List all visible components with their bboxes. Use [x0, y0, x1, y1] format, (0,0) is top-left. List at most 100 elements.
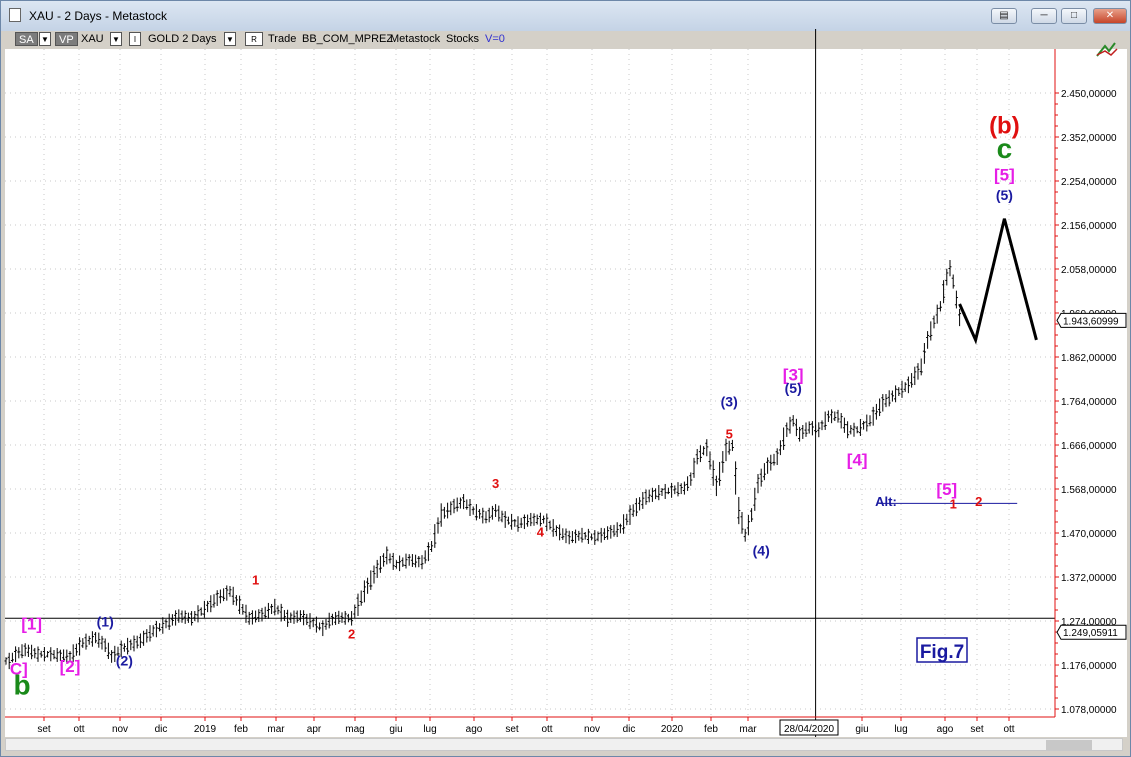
- close-button[interactable]: ✕: [1093, 8, 1127, 24]
- price-bar: [641, 491, 645, 509]
- price-bar: [302, 610, 306, 626]
- price-bar: [298, 610, 302, 622]
- symbol-dropdown-icon[interactable]: ▼: [110, 32, 122, 46]
- v-label: V=0: [485, 33, 505, 45]
- price-bar: [734, 461, 738, 495]
- price-bar: [842, 417, 846, 433]
- wave-label: (5): [785, 380, 802, 396]
- x-tick-label: giu: [389, 724, 402, 735]
- title-bar[interactable]: XAU - 2 Days - Metastock ▤ ─ □ ✕: [1, 1, 1130, 31]
- price-bar: [46, 651, 50, 658]
- price-bar: [228, 585, 232, 597]
- price-bar: [321, 620, 325, 637]
- price-bar: [506, 516, 510, 525]
- maximize-button[interactable]: □: [1061, 8, 1087, 24]
- price-bar: [807, 421, 811, 434]
- r-button[interactable]: R: [245, 32, 263, 46]
- minimize-button[interactable]: ─: [1031, 8, 1057, 24]
- price-bar: [273, 598, 277, 616]
- price-bar: [78, 637, 82, 656]
- x-tick-label: mar: [739, 724, 757, 735]
- price-bar: [97, 632, 101, 648]
- x-tick-label: mar: [267, 724, 285, 735]
- wave-label: (2): [116, 652, 133, 668]
- price-bar: [260, 607, 264, 622]
- x-tick-label: nov: [584, 724, 600, 735]
- price-bar: [209, 595, 213, 613]
- horizontal-scrollbar[interactable]: [5, 738, 1123, 751]
- price-bar: [887, 390, 891, 407]
- price-bar: [698, 445, 702, 463]
- wave-label: [1]: [21, 615, 42, 634]
- trade-label[interactable]: Trade: [268, 33, 297, 45]
- price-bar: [682, 481, 686, 495]
- price-bar: [404, 553, 408, 569]
- scrollbar-thumb[interactable]: [1046, 740, 1092, 750]
- price-bar: [375, 559, 379, 578]
- sa-dropdown-icon[interactable]: ▼: [39, 32, 51, 46]
- price-bar: [193, 610, 197, 622]
- price-bar: [94, 632, 98, 644]
- price-bar: [359, 590, 363, 606]
- x-tick-label: ott: [73, 724, 84, 735]
- restore-layout-icon[interactable]: ▤: [991, 8, 1017, 24]
- price-bar: [494, 504, 498, 517]
- x-tick-label: feb: [234, 724, 248, 735]
- price-bar: [737, 496, 741, 525]
- price-bar: [926, 331, 930, 349]
- price-bar: [945, 268, 949, 286]
- price-bar: [618, 523, 622, 534]
- price-bar: [218, 589, 222, 604]
- price-bar: [481, 507, 485, 524]
- price-bar: [791, 415, 795, 427]
- price-tag-box: [1056, 624, 1127, 640]
- price-bar: [580, 527, 584, 543]
- price-bar: [596, 531, 600, 542]
- wave-label: (5): [996, 187, 1013, 203]
- price-bar: [353, 604, 357, 619]
- wave-label: c: [997, 133, 1013, 164]
- template-label: BB_COM_MPREZ: [302, 33, 394, 45]
- price-bar: [26, 644, 30, 657]
- price-bar: [820, 420, 824, 431]
- vp-button[interactable]: VP: [55, 32, 78, 46]
- price-bar: [670, 482, 674, 498]
- price-bar: [679, 483, 683, 495]
- price-bar: [366, 577, 370, 594]
- price-bar: [212, 594, 216, 608]
- price-bar: [890, 390, 894, 402]
- price-bar: [644, 489, 648, 505]
- price-bar: [458, 497, 462, 509]
- price-bar: [727, 440, 731, 455]
- price-bar: [145, 629, 149, 643]
- price-bar: [590, 533, 594, 541]
- y-tick-label: 2.156,00000: [1061, 221, 1117, 232]
- wave-label: [5]: [936, 480, 957, 499]
- indicator-button[interactable]: I: [129, 32, 141, 46]
- price-bar: [426, 542, 430, 562]
- price-bar: [170, 614, 174, 626]
- cursor-date-box: 28/04/2020: [779, 719, 839, 736]
- price-bar: [810, 421, 814, 436]
- price-bar: [794, 418, 798, 437]
- price-bar: [433, 524, 437, 548]
- price-bar: [436, 517, 440, 534]
- x-tick-label: nov: [112, 724, 128, 735]
- price-bar: [778, 440, 782, 456]
- price-bar: [743, 528, 747, 542]
- price-bar: [634, 498, 638, 517]
- trade-arrows-icon[interactable]: [1096, 42, 1118, 57]
- price-bar: [468, 499, 472, 517]
- price-bar: [241, 604, 245, 615]
- price-bar: [39, 650, 43, 658]
- y-tick-label: 1.470,00000: [1061, 529, 1117, 540]
- price-bar: [663, 483, 667, 499]
- price-bar: [942, 280, 946, 304]
- price-bar: [84, 633, 88, 650]
- period-dropdown-icon[interactable]: ▼: [224, 32, 236, 46]
- sa-button[interactable]: SA: [15, 32, 38, 46]
- price-bar: [167, 613, 171, 630]
- price-bar: [897, 387, 901, 396]
- price-bar: [711, 460, 715, 486]
